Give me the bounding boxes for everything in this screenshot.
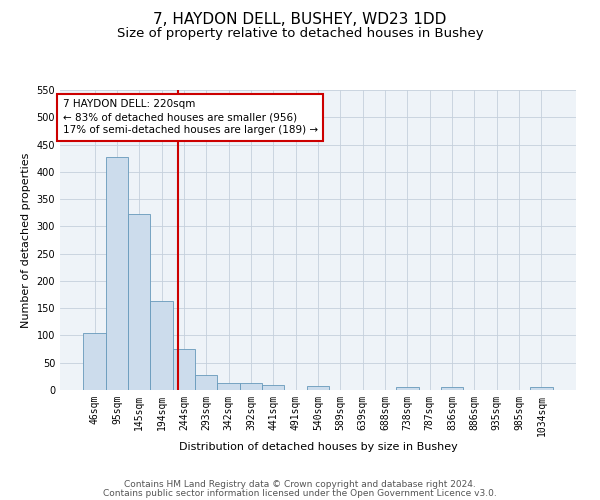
Text: 7 HAYDON DELL: 220sqm
← 83% of detached houses are smaller (956)
17% of semi-det: 7 HAYDON DELL: 220sqm ← 83% of detached …	[62, 99, 318, 136]
Text: Size of property relative to detached houses in Bushey: Size of property relative to detached ho…	[116, 28, 484, 40]
Text: Contains HM Land Registry data © Crown copyright and database right 2024.: Contains HM Land Registry data © Crown c…	[124, 480, 476, 489]
Bar	[151, 301, 173, 390]
Bar	[83, 332, 106, 390]
Bar	[262, 384, 284, 390]
Bar	[307, 386, 329, 390]
X-axis label: Distribution of detached houses by size in Bushey: Distribution of detached houses by size …	[179, 442, 457, 452]
Y-axis label: Number of detached properties: Number of detached properties	[21, 152, 31, 328]
Bar	[240, 384, 262, 390]
Bar	[173, 349, 195, 390]
Bar	[106, 156, 128, 390]
Text: 7, HAYDON DELL, BUSHEY, WD23 1DD: 7, HAYDON DELL, BUSHEY, WD23 1DD	[154, 12, 446, 28]
Text: Contains public sector information licensed under the Open Government Licence v3: Contains public sector information licen…	[103, 488, 497, 498]
Bar	[128, 214, 151, 390]
Bar	[530, 388, 553, 390]
Bar	[396, 388, 419, 390]
Bar	[217, 384, 240, 390]
Bar	[441, 388, 463, 390]
Bar	[195, 376, 217, 390]
